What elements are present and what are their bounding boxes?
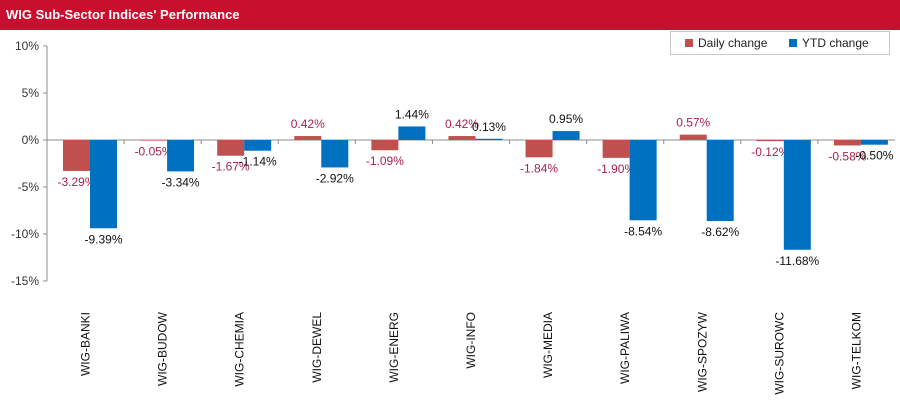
daily-change-data-label: 0.57%	[676, 116, 710, 130]
legend-label-daily: Daily change	[698, 36, 768, 50]
daily-change-data-label: -0.05%	[135, 144, 173, 158]
y-tick-label: -5%	[18, 180, 40, 194]
y-tick-label: -15%	[11, 274, 39, 288]
ytd-change-data-label: -2.92%	[316, 171, 354, 185]
ytd-change-bar	[475, 138, 503, 140]
daily-change-data-label: 0.42%	[291, 117, 325, 131]
daily-change-data-label: -0.58%	[828, 149, 866, 163]
ytd-change-bar	[167, 140, 195, 172]
legend-item-ytd: YTD change	[789, 36, 869, 50]
daily-change-bar	[448, 136, 476, 140]
daily-change-bar	[679, 134, 707, 140]
ytd-change-data-label: 0.13%	[472, 120, 506, 134]
ytd-change-data-label: -11.68%	[775, 254, 819, 268]
daily-change-bar	[525, 140, 553, 158]
daily-change-bar	[217, 140, 245, 156]
daily-change-bar	[140, 140, 168, 141]
ytd-change-data-label: -0.50%	[855, 149, 893, 163]
ytd-change-data-label: -3.34%	[162, 175, 200, 189]
ytd-change-data-label: -8.62%	[701, 225, 739, 239]
daily-change-bar	[63, 140, 90, 171]
daily-change-bar	[602, 140, 630, 158]
y-tick-label: 0%	[22, 133, 40, 147]
legend-swatch-ytd	[789, 39, 797, 47]
ytd-change-data-label: -8.54%	[624, 224, 662, 238]
legend-item-daily: Daily change	[685, 36, 767, 50]
daily-change-bar	[833, 140, 861, 146]
chart-title: WIG Sub-Sector Indices' Performance	[6, 7, 240, 22]
chart-legend: Daily change YTD change	[670, 31, 890, 55]
daily-change-data-label: -0.12%	[751, 145, 789, 159]
ytd-change-bar	[90, 140, 117, 229]
legend-swatch-daily	[685, 39, 693, 47]
ytd-change-bar	[321, 140, 349, 168]
daily-change-bar	[371, 140, 399, 151]
ytd-change-bar	[398, 126, 426, 140]
x-category-label: WIG-DEWEL	[310, 312, 324, 383]
x-category-label: WIG-SUROWC	[772, 312, 786, 395]
daily-change-data-label: 0.42%	[445, 117, 479, 131]
ytd-change-data-label: 1.44%	[395, 107, 429, 121]
x-category-label: WIG-BUDOW	[156, 311, 170, 386]
daily-change-data-label: -1.90%	[597, 162, 635, 176]
x-category-label: WIG-BANKI	[79, 312, 93, 376]
chart-title-bar: WIG Sub-Sector Indices' Performance	[0, 0, 900, 30]
ytd-change-data-label: -9.39%	[84, 232, 122, 246]
daily-change-data-label: -1.09%	[366, 154, 404, 168]
ytd-change-bar	[860, 140, 888, 145]
ytd-change-bar	[783, 140, 811, 250]
x-category-label: WIG-CHEMIA	[233, 312, 247, 387]
y-tick-label: 5%	[22, 86, 40, 100]
ytd-change-bar	[629, 140, 657, 221]
x-category-label: WIG-ENERG	[387, 312, 401, 383]
ytd-change-data-label: 0.95%	[549, 112, 583, 126]
ytd-change-data-label: -1.14%	[239, 155, 277, 169]
legend-label-ytd: YTD change	[802, 36, 869, 50]
y-tick-label: -10%	[11, 227, 39, 241]
ytd-change-bar	[552, 131, 580, 140]
daily-change-data-label: -1.84%	[520, 161, 558, 175]
ytd-change-bar	[244, 140, 272, 151]
x-category-label: WIG-SPOZYW	[695, 311, 709, 392]
y-tick-label: 10%	[15, 39, 39, 53]
x-category-label: WIG-TELKOM	[849, 312, 863, 389]
x-category-label: WIG-INFO	[464, 312, 478, 369]
daily-change-data-label: -3.29%	[57, 175, 95, 189]
daily-change-bar	[294, 136, 322, 140]
daily-change-data-label: -1.67%	[212, 160, 250, 174]
daily-change-bar	[756, 140, 784, 142]
x-category-label: WIG-PALIWA	[618, 312, 632, 384]
x-category-label: WIG-MEDIA	[541, 312, 555, 378]
ytd-change-bar	[706, 140, 734, 222]
